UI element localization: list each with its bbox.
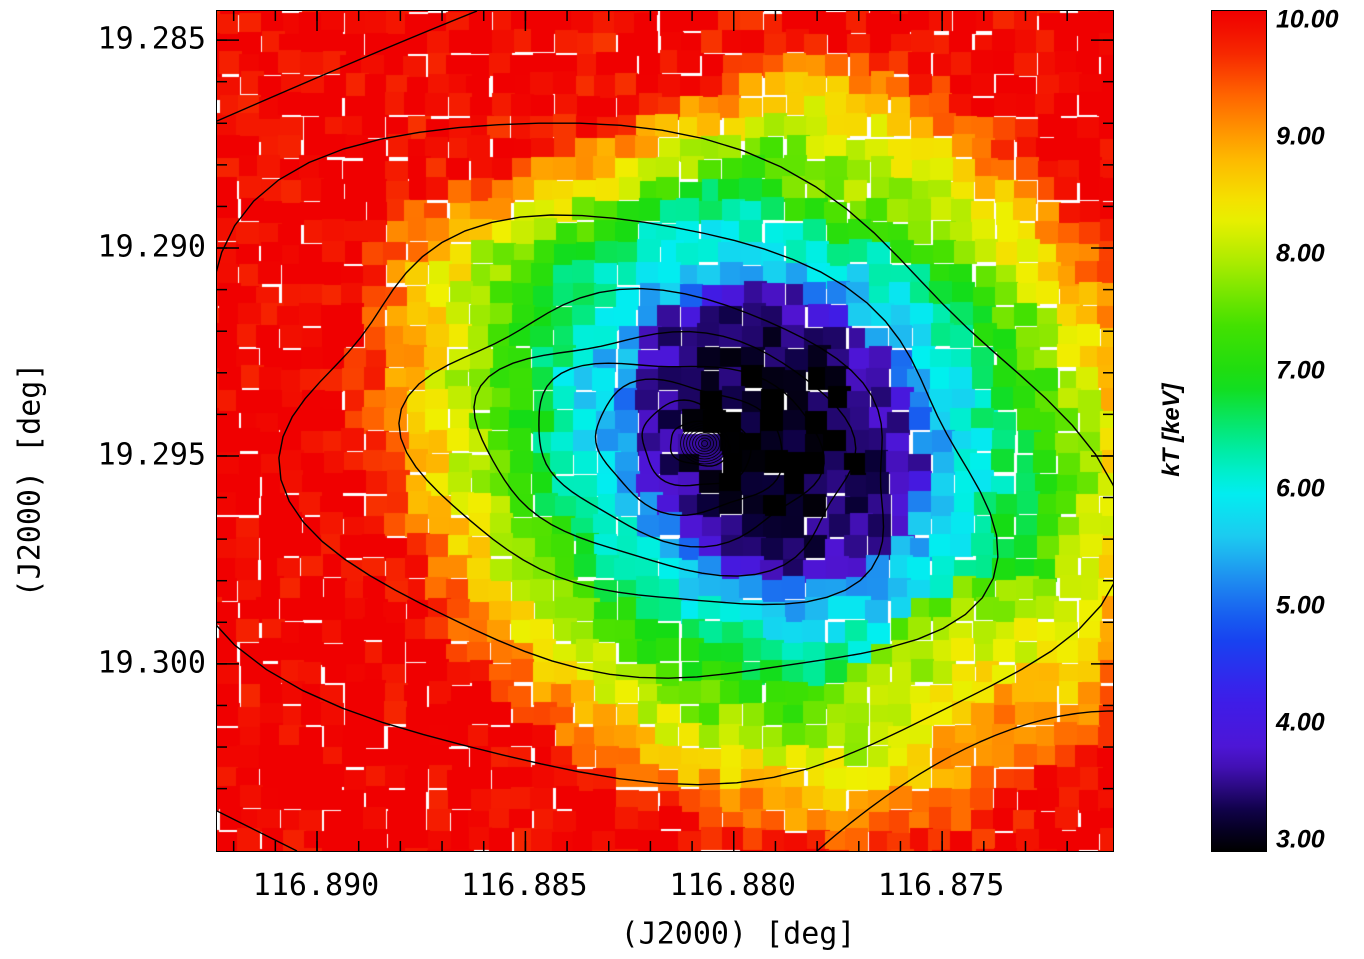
colorbar-tick-label: 10.00 <box>1276 5 1339 34</box>
brightness-contour <box>669 420 731 467</box>
colorbar-tick-label: 5.00 <box>1276 591 1325 620</box>
x-axis-title: (J2000) [deg] <box>620 916 856 952</box>
y-tick-label: 19.290 <box>97 229 206 265</box>
y-tick-label: 19.285 <box>97 21 206 57</box>
x-tick-label: 116.885 <box>461 868 588 903</box>
core-contour <box>698 437 711 450</box>
y-axis-title: (J2000) [deg] <box>12 362 48 598</box>
surface-brightness-contours <box>217 11 1113 851</box>
core-contour <box>683 425 726 462</box>
temperature-map <box>216 10 1114 852</box>
outer-contour <box>217 810 298 851</box>
x-tick-label: 116.890 <box>252 868 380 903</box>
x-tick-label: 116.875 <box>877 868 1005 903</box>
brightness-contour <box>594 378 784 517</box>
outer-contour <box>816 710 1113 851</box>
colorbar-tick-label: 6.00 <box>1276 474 1325 503</box>
core-contour <box>686 427 723 460</box>
colorbar-tick-label: 3.00 <box>1276 825 1325 854</box>
core-contour <box>692 432 717 455</box>
core-contour <box>695 435 714 452</box>
brightness-contour <box>538 362 825 548</box>
brightness-contour <box>217 122 1113 786</box>
colorbar-tick-label: 4.00 <box>1276 708 1325 737</box>
colorbar-tick-label: 8.00 <box>1276 239 1325 268</box>
colorbar-tick-label: 9.00 <box>1276 122 1325 151</box>
axis-ticks <box>217 11 1113 851</box>
core-contour <box>689 430 720 457</box>
temperature-pixels <box>217 11 1113 851</box>
colorbar-title: kT [keV] <box>1158 383 1185 477</box>
brightness-contour <box>398 287 885 606</box>
core-contour <box>680 422 729 465</box>
y-tick-label: 19.295 <box>97 437 206 473</box>
colorbar <box>1211 10 1267 852</box>
y-tick-label: 19.300 <box>97 645 206 681</box>
brightness-contour <box>278 214 999 679</box>
outer-contour <box>217 11 478 122</box>
brightness-contour <box>473 330 857 577</box>
x-tick-label: 116.880 <box>669 868 796 903</box>
brightness-contour <box>641 399 752 487</box>
core-contour <box>701 440 708 447</box>
colorbar-tick-label: 7.00 <box>1276 356 1325 385</box>
colorbar-gradient <box>1212 11 1266 851</box>
contour-overlay <box>217 11 1113 851</box>
